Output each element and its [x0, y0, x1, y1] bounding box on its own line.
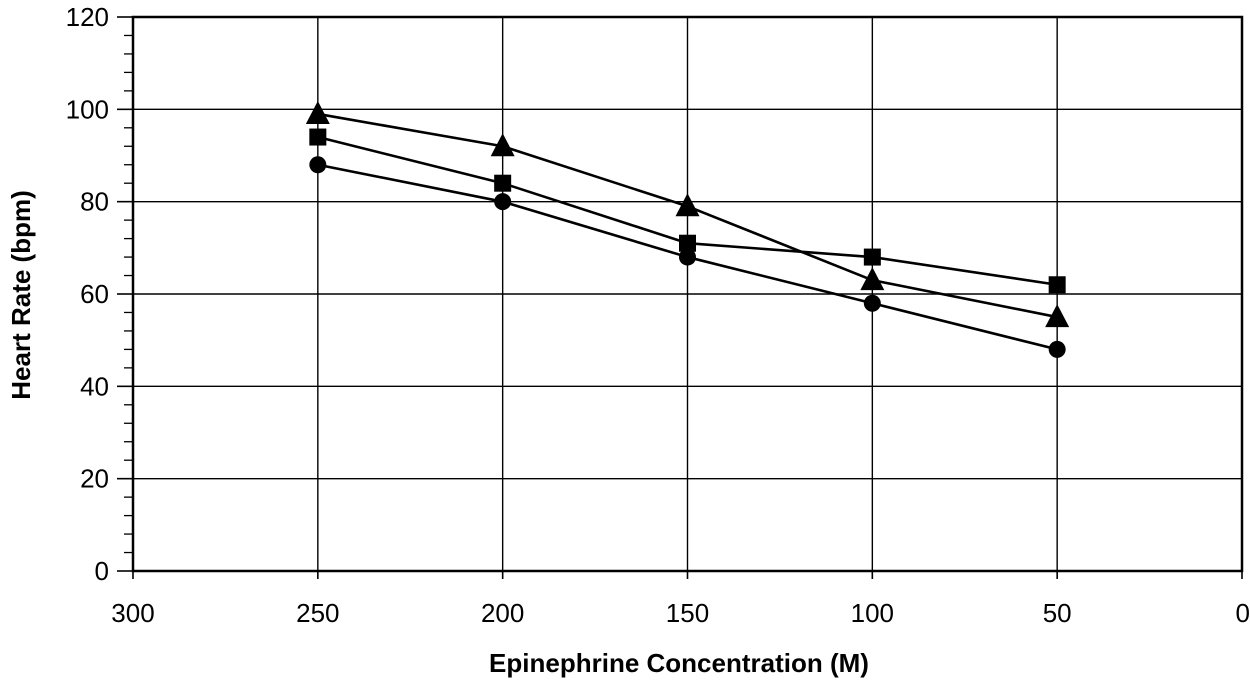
- y-axis-tick-labels: 0 20 40 60 80 100 120: [66, 2, 109, 586]
- x-tick-label: 200: [481, 598, 524, 628]
- triangle-marker: [490, 133, 515, 157]
- series-square: [309, 128, 1066, 294]
- x-tick-label: 50: [1043, 598, 1072, 628]
- y-tick-label: 120: [66, 2, 109, 32]
- series-circle: [309, 156, 1066, 358]
- y-minor-ticks: [117, 16, 133, 572]
- square-marker: [679, 234, 696, 252]
- y-tick-label: 0: [95, 556, 109, 586]
- triangle-marker: [860, 267, 885, 291]
- x-axis-tick-labels: 300 250 200 150 100 50 0: [111, 598, 1250, 628]
- circle-marker: [309, 156, 327, 174]
- circle-marker: [1048, 340, 1066, 358]
- y-tick-label: 100: [66, 94, 109, 124]
- x-axis-title: Epinephrine Concentration (M): [489, 648, 869, 678]
- square-marker: [1048, 276, 1066, 294]
- square-marker: [863, 248, 881, 266]
- x-tick-label: 150: [666, 598, 709, 628]
- y-tick-label: 60: [80, 279, 109, 309]
- y-tick-label: 80: [80, 187, 109, 217]
- y-tick-label: 40: [80, 371, 109, 401]
- circle-marker: [494, 193, 512, 211]
- triangle-marker: [305, 100, 330, 124]
- circle-marker: [863, 294, 881, 312]
- plot-frame: [131, 15, 1244, 573]
- triangle-marker: [1045, 304, 1070, 328]
- triangle-marker: [675, 193, 700, 217]
- y-tick-label: 20: [80, 464, 109, 494]
- square-marker: [309, 128, 327, 146]
- grid-lines: [132, 16, 1243, 579]
- x-tick-label: 300: [111, 598, 154, 628]
- y-axis-title: Heart Rate (bpm): [6, 190, 36, 399]
- x-tick-label: 0: [1236, 598, 1250, 628]
- x-tick-label: 250: [296, 598, 339, 628]
- series-triangle: [305, 100, 1070, 328]
- circle-marker: [679, 248, 696, 266]
- x-tick-label: 100: [851, 598, 894, 628]
- series-layer: [305, 100, 1070, 358]
- square-marker: [494, 174, 512, 192]
